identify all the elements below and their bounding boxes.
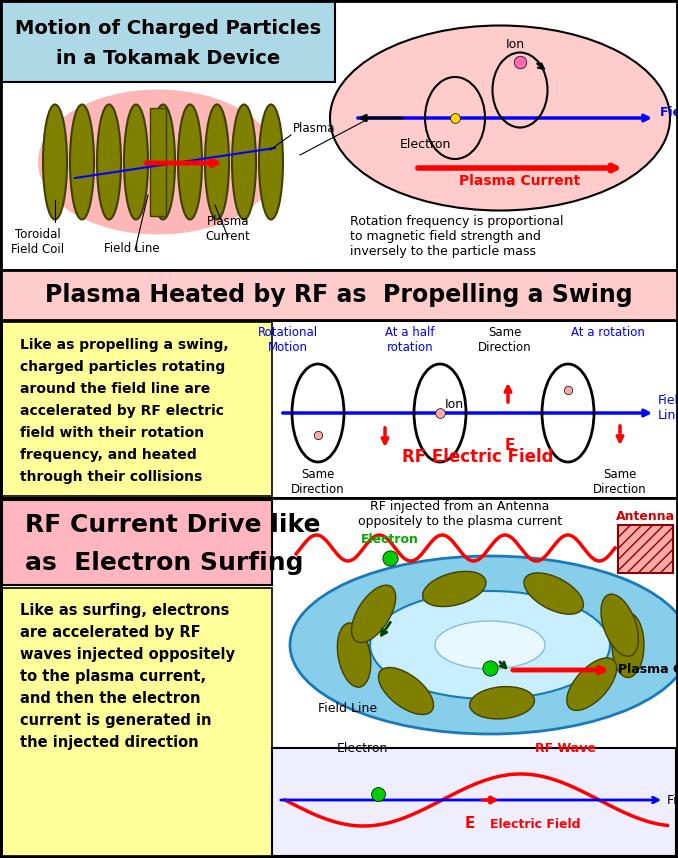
Text: Same
Direction: Same Direction	[478, 326, 532, 354]
Ellipse shape	[290, 556, 678, 734]
Text: Electron: Electron	[336, 742, 388, 755]
Text: charged particles rotating: charged particles rotating	[20, 360, 225, 374]
Bar	[272, 748, 676, 856]
Text: around the field line are: around the field line are	[20, 382, 210, 396]
Text: to the plasma current,: to the plasma current,	[20, 669, 206, 684]
Text: Field Line: Field Line	[319, 702, 378, 715]
Ellipse shape	[124, 105, 148, 220]
Text: Electric Field: Electric Field	[490, 818, 580, 831]
Text: field with their rotation: field with their rotation	[20, 426, 204, 440]
Text: Field Line: Field Line	[104, 242, 160, 255]
Bar	[0, 270, 678, 320]
Ellipse shape	[435, 621, 545, 669]
Ellipse shape	[151, 105, 175, 220]
Text: current is generated in: current is generated in	[20, 713, 212, 728]
Ellipse shape	[205, 105, 229, 220]
Text: Field Line: Field Line	[660, 106, 678, 119]
Ellipse shape	[38, 89, 278, 234]
Text: Antenna: Antenna	[616, 510, 675, 523]
Text: Plasma Current: Plasma Current	[460, 174, 580, 188]
Text: RF injected from an Antenna
oppositely to the plasma current: RF injected from an Antenna oppositely t…	[358, 500, 562, 528]
Text: frequency, and heated: frequency, and heated	[20, 448, 197, 462]
Bar	[2, 500, 272, 585]
Text: At a rotation: At a rotation	[571, 326, 645, 339]
Text: in a Tokamak Device: in a Tokamak Device	[56, 49, 280, 68]
Bar	[0, 0, 678, 270]
Text: and then the electron: and then the electron	[20, 691, 201, 706]
Text: Plasma Current: Plasma Current	[618, 663, 678, 676]
Text: Like as propelling a swing,: Like as propelling a swing,	[20, 338, 228, 352]
Ellipse shape	[378, 668, 433, 715]
Text: Ion: Ion	[445, 398, 464, 411]
Ellipse shape	[232, 105, 256, 220]
Text: Plasma Heated by RF as  Propelling a Swing: Plasma Heated by RF as Propelling a Swin…	[45, 283, 633, 307]
Bar	[0, 320, 678, 498]
Ellipse shape	[370, 591, 610, 699]
Text: are accelerated by RF: are accelerated by RF	[20, 625, 201, 640]
Text: Toroidal
Field Coil: Toroidal Field Coil	[12, 228, 64, 256]
Ellipse shape	[567, 658, 617, 710]
Bar	[0, 498, 678, 858]
Text: Ion: Ion	[505, 38, 525, 51]
Text: as  Electron Surfing: as Electron Surfing	[25, 551, 304, 575]
Text: through their collisions: through their collisions	[20, 470, 202, 484]
Ellipse shape	[338, 623, 371, 687]
Text: RF Wave: RF Wave	[534, 742, 595, 755]
Text: Field Line: Field Line	[667, 794, 678, 807]
Text: Electron: Electron	[361, 533, 419, 546]
Bar	[618, 525, 673, 573]
Text: Field
Line: Field Line	[658, 394, 678, 422]
Text: At a half
rotation: At a half rotation	[385, 326, 435, 354]
Bar	[2, 588, 272, 856]
Ellipse shape	[612, 613, 644, 678]
Text: RF Electric Field: RF Electric Field	[402, 448, 554, 466]
Text: the injected direction: the injected direction	[20, 735, 199, 750]
Ellipse shape	[259, 105, 283, 220]
Ellipse shape	[330, 26, 670, 210]
Text: Rotation frequency is proportional: Rotation frequency is proportional	[350, 215, 563, 228]
Text: accelerated by RF electric: accelerated by RF electric	[20, 404, 224, 418]
Ellipse shape	[43, 105, 67, 220]
Text: waves injected oppositely: waves injected oppositely	[20, 647, 235, 662]
Text: RF Current Drive like: RF Current Drive like	[25, 513, 321, 537]
Text: Same
Direction: Same Direction	[593, 468, 647, 496]
Bar	[2, 322, 272, 496]
Text: E: E	[505, 438, 515, 453]
Text: inversely to the particle mass: inversely to the particle mass	[350, 245, 536, 258]
Ellipse shape	[178, 105, 202, 220]
Text: Motion of Charged Particles: Motion of Charged Particles	[15, 19, 321, 38]
Text: E: E	[465, 816, 475, 831]
Text: Same
Direction: Same Direction	[291, 468, 345, 496]
Ellipse shape	[422, 571, 486, 607]
Ellipse shape	[601, 594, 639, 656]
Ellipse shape	[470, 686, 534, 719]
Ellipse shape	[524, 573, 584, 614]
Text: Rotational
Motion: Rotational Motion	[258, 326, 318, 354]
Ellipse shape	[70, 105, 94, 220]
Text: to magnetic field strength and: to magnetic field strength and	[350, 230, 541, 243]
Bar	[0, 0, 335, 82]
Bar	[150, 108, 166, 216]
Text: Plasma
Current: Plasma Current	[205, 215, 250, 243]
Text: Like as surfing, electrons: Like as surfing, electrons	[20, 603, 229, 618]
Ellipse shape	[97, 105, 121, 220]
Text: Electron: Electron	[399, 138, 451, 151]
Ellipse shape	[352, 585, 396, 643]
Text: Plasma: Plasma	[293, 122, 336, 135]
